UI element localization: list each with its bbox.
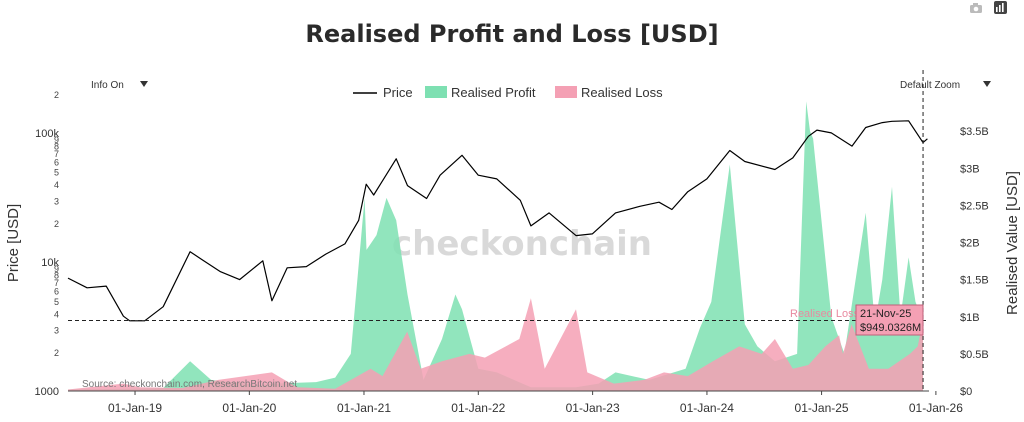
y-right-tick-label: $2B [960, 238, 980, 250]
x-tick-label: 01-Jan-26 [909, 401, 963, 415]
y-left-tick-label: 6 [54, 157, 59, 167]
tooltip-date: 21-Nov-25 [860, 308, 911, 320]
plotly-logo-icon[interactable] [994, 1, 1007, 14]
price-line [67, 120, 928, 322]
realised-profit-layer [68, 101, 923, 392]
price-layer [67, 120, 928, 322]
reference-lines [68, 70, 929, 391]
tooltip-series-label: Realised Loss [790, 308, 860, 320]
y-left-tick-label: 5 [54, 168, 59, 178]
y-axis-right-label: Realised Value [USD] [1004, 171, 1021, 315]
y-left-tick-label: 2 [54, 348, 59, 358]
legend-label-price: Price [383, 85, 413, 100]
x-axis: 01-Jan-19 01-Jan-20 01-Jan-21 01-Jan-22 01-J… [108, 391, 963, 415]
legend-swatch-realised-profit [425, 86, 447, 98]
zoom-menu[interactable]: Default Zoom [900, 80, 991, 91]
y-left-tick-label: 10k [41, 257, 59, 269]
chart-title: Realised Profit and Loss [USD] [305, 20, 719, 48]
y-left-tick-label: 9 [54, 135, 59, 145]
y-right-tick-label: $0 [960, 386, 972, 398]
caret-down-icon [983, 81, 991, 87]
legend-item-realised-profit[interactable]: Realised Profit [425, 85, 536, 100]
y-left-tick-label: 7 [54, 149, 59, 159]
y-left-tick-label: 3 [54, 196, 59, 206]
y-right-tick-label: $1.5B [960, 275, 989, 287]
y-axis-right: $0 $0.5B $1B $1.5B $2B $2.5B $3B $3.5B [960, 126, 989, 398]
legend-swatch-realised-loss [555, 86, 577, 98]
y-left-tick-label: 7 [54, 278, 59, 288]
caret-down-icon [140, 81, 148, 87]
y-left-tick-label: 8 [54, 141, 59, 151]
hover-tooltip: Realised Loss 21-Nov-25 $949.0326M [790, 304, 924, 336]
watermark: checkonchain [392, 224, 652, 264]
y-left-tick-label: 9 [54, 264, 59, 274]
legend-item-realised-loss[interactable]: Realised Loss [555, 85, 663, 100]
y-left-tick-label: 1000 [35, 386, 59, 398]
y-left-tick-label: 2 [54, 90, 59, 100]
y-right-tick-label: $2.5B [960, 200, 989, 212]
y-left-tick-label: 2 [54, 219, 59, 229]
x-tick-label: 01-Jan-24 [680, 401, 734, 415]
x-tick-label: 01-Jan-20 [222, 401, 276, 415]
info-menu[interactable]: Info On [91, 80, 148, 91]
legend-item-price[interactable]: Price [353, 85, 413, 100]
realised-loss-layer [68, 298, 923, 391]
y-right-tick-label: $3.5B [960, 126, 989, 138]
legend-label-realised-profit: Realised Profit [451, 85, 536, 100]
y-left-tick-label: 5 [54, 297, 59, 307]
legend: Price Realised Profit Realised Loss [353, 85, 663, 100]
y-right-tick-label: $1B [960, 312, 980, 324]
zoom-menu-label: Default Zoom [900, 80, 960, 91]
info-menu-label: Info On [91, 80, 124, 91]
y-left-tick-label: 4 [54, 180, 59, 190]
y-left-tick-label: 6 [54, 287, 59, 297]
realised-loss-area [68, 298, 923, 391]
x-tick-label: 01-Jan-21 [337, 401, 391, 415]
legend-label-realised-loss: Realised Loss [581, 85, 663, 100]
y-left-tick-label: 100k [35, 128, 59, 140]
camera-icon[interactable] [970, 3, 982, 13]
y-left-tick-label: 8 [54, 270, 59, 280]
tooltip-box [855, 304, 924, 336]
x-tick-label: 01-Jan-25 [795, 401, 849, 415]
x-tick-label: 01-Jan-22 [451, 401, 505, 415]
tooltip-value: $949.0326M [860, 322, 921, 334]
y-axis-left-label: Price [USD] [5, 204, 22, 282]
y-left-tick-label: 4 [54, 309, 59, 319]
y-right-tick-label: $3B [960, 163, 980, 175]
x-tick-label: 01-Jan-23 [566, 401, 620, 415]
y-left-tick-label: 3 [54, 325, 59, 335]
source-note: Source: checkonchain.com, ResearchBitcoi… [82, 379, 297, 390]
x-tick-label: 01-Jan-19 [108, 401, 162, 415]
realised-profit-area [68, 101, 923, 392]
y-right-tick-label: $0.5B [960, 349, 989, 361]
